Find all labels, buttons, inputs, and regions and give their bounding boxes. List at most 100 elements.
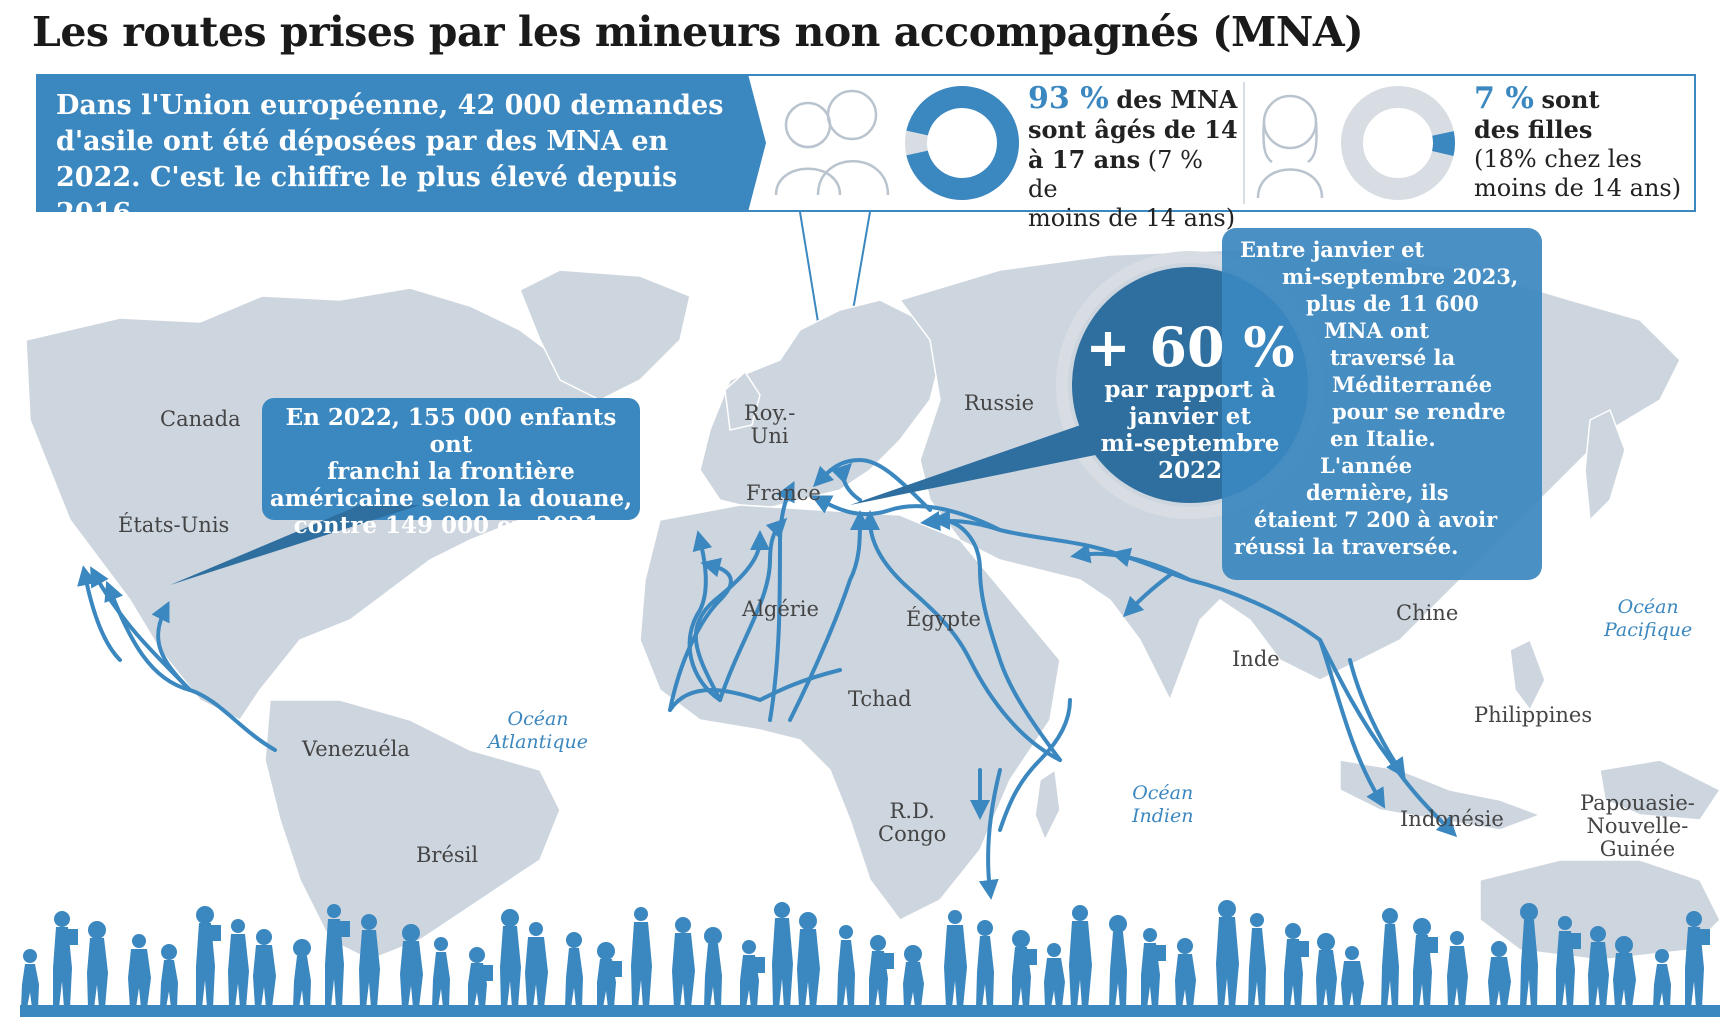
silhouette-head <box>293 939 311 957</box>
silhouette-body <box>597 959 616 1008</box>
silhouette-head <box>402 924 420 942</box>
silhouette-head <box>434 937 448 951</box>
stat-girls-line4: moins de 14 ans) <box>1474 174 1682 202</box>
silhouette-body <box>1381 924 1399 1008</box>
silhouette-body <box>1248 928 1266 1008</box>
silhouette-body <box>359 930 380 1008</box>
silhouette-bag <box>340 921 350 937</box>
usa-callout-line2: franchi la frontière <box>327 458 575 485</box>
silhouette-body <box>468 963 487 1008</box>
philippines-islands <box>1509 638 1546 712</box>
silhouette-body <box>631 922 652 1008</box>
silhouette-body <box>325 919 344 1008</box>
silhouette-body <box>500 926 521 1008</box>
label-inde: Inde <box>1232 647 1280 671</box>
silhouette-bag <box>211 925 221 941</box>
silhouette-head <box>1250 913 1264 927</box>
south-america <box>264 699 561 961</box>
route-horn-1 <box>860 510 1062 762</box>
silhouette-head <box>161 944 177 960</box>
silhouette-body <box>432 952 450 1008</box>
silhouette-body <box>1447 946 1468 1008</box>
silhouette-head <box>839 925 853 939</box>
silhouette-body <box>672 933 695 1008</box>
silhouette-head <box>256 929 272 945</box>
silhouette-body <box>160 960 178 1008</box>
route-horn-4 <box>978 768 1002 900</box>
label-philippines: Philippines <box>1474 703 1593 727</box>
route-asia-4 <box>1122 573 1172 618</box>
two-persons-icon <box>774 89 890 196</box>
silhouette-body <box>525 937 548 1008</box>
silhouette-body <box>772 918 793 1008</box>
silhouette-head <box>1012 930 1030 948</box>
silhouette-body <box>1216 917 1239 1008</box>
silhouette-bag <box>483 965 493 981</box>
silhouette-head <box>799 912 817 930</box>
increase-callout: + 60 % par rapport à janvier et mi-septe… <box>1080 318 1300 484</box>
stat-age-line4: moins de 14 ans) <box>1028 204 1236 232</box>
silhouette-head <box>1072 905 1088 921</box>
usa-callout-line3: américaine selon la douane, <box>269 485 633 512</box>
stat-girls-line3: (18% chez les <box>1474 145 1642 173</box>
stat-age-line3-bold: à 17 ans <box>1028 145 1141 174</box>
uk <box>724 370 761 431</box>
silhouette-body <box>1044 958 1065 1008</box>
stat-girls-value: 7 % <box>1474 81 1534 116</box>
silhouette-body <box>1175 954 1196 1008</box>
silhouette-body <box>903 962 924 1008</box>
silhouette-head <box>1218 900 1236 918</box>
silhouette-head <box>675 917 691 933</box>
route-asia-3 <box>920 511 1122 557</box>
med-line11: étaient 7 200 à avoir <box>1254 507 1498 532</box>
donut-segment <box>1431 131 1455 157</box>
label-royuni: Roy.- Uni <box>744 402 795 448</box>
png <box>1599 759 1722 821</box>
silhouette-body <box>53 927 72 1008</box>
silhouette-body <box>21 964 39 1008</box>
silhouette-crowd <box>21 900 1710 1008</box>
silhouette-head <box>327 904 341 918</box>
silhouette-head <box>774 902 790 918</box>
silhouette-head <box>1177 938 1193 954</box>
page-title: Les routes prises par les mineurs non ac… <box>32 8 1364 56</box>
intro-banner: Dans l'Union européenne, 42 000 demandes… <box>36 74 756 229</box>
africa <box>639 504 1061 921</box>
label-russie: Russie <box>964 391 1035 415</box>
label-png: Papouasie- Nouvelle- Guinée <box>1580 792 1695 861</box>
label-egypte: Égypte <box>906 607 981 631</box>
silhouette-head <box>1317 933 1335 951</box>
label-france: France <box>746 481 821 505</box>
silhouette-body <box>1556 931 1575 1008</box>
silhouette-head <box>1615 936 1633 954</box>
silhouette-head <box>742 940 756 954</box>
silhouette-head <box>1655 949 1669 963</box>
silhouette-body <box>293 956 311 1008</box>
silhouette-body <box>1141 943 1160 1008</box>
silhouette-body <box>1613 953 1636 1008</box>
silhouette-head <box>1491 941 1507 957</box>
usa-callout-line1: En 2022, 155 000 enfants ont <box>285 404 617 458</box>
donut-track <box>1341 86 1455 200</box>
med-line9: L'année <box>1320 453 1413 478</box>
silhouette-head <box>704 927 722 945</box>
med-line6: Méditerranée <box>1332 372 1493 397</box>
silhouette-head <box>529 922 543 936</box>
route-asia-2 <box>1070 543 1192 582</box>
silhouette-body <box>565 948 583 1008</box>
route-horn-3 <box>998 698 1072 832</box>
silhouette-body <box>87 938 108 1008</box>
silhouette-bag <box>1027 949 1037 965</box>
silhouette-head <box>1558 916 1572 930</box>
silhouette-head <box>501 909 519 927</box>
silhouette-head <box>231 919 245 933</box>
med-line4: MNA ont <box>1324 318 1430 343</box>
silhouette-body <box>976 936 994 1008</box>
silhouette-head <box>54 911 70 927</box>
girl-person-icon <box>1256 94 1324 199</box>
silhouette-body <box>869 951 888 1008</box>
silhouette-body <box>740 955 759 1008</box>
label-bresil: Brésil <box>416 843 479 867</box>
